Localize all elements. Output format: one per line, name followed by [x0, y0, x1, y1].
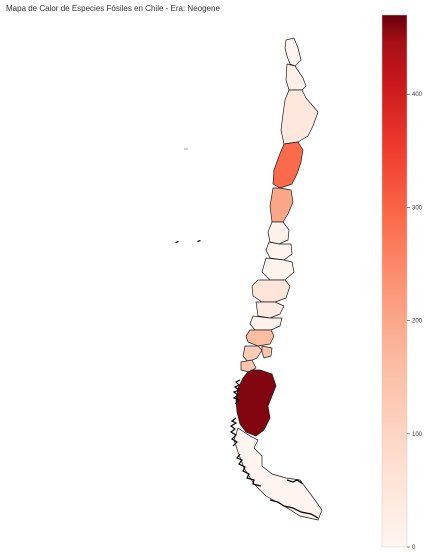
colorbar-tick-label: 100 — [412, 432, 423, 438]
fjord-line — [232, 379, 241, 405]
region-maule — [251, 279, 291, 303]
region-antofagasta — [280, 89, 319, 145]
region-valparaiso — [267, 221, 290, 245]
region-arica-y-parinacota — [284, 37, 302, 67]
region-ohiggins — [261, 257, 295, 281]
colorbar-gradient — [381, 14, 408, 548]
fjord-line — [269, 499, 319, 519]
region-aysen — [235, 369, 277, 437]
region-biobio — [249, 315, 283, 331]
region-nuble — [255, 301, 285, 319]
fjord-line — [286, 479, 304, 485]
colorbar-tick-label: 200 — [412, 319, 423, 325]
region-tarapaca — [285, 63, 307, 91]
region-los-rios — [242, 345, 263, 363]
island-alejandro-selkirk — [197, 240, 201, 242]
colorbar-ticks: 0 100 200 300 400 — [407, 92, 423, 551]
regions-group — [233, 37, 323, 521]
island-robinson-crusoe — [175, 241, 179, 243]
colorbar: 0 100 200 300 400 — [381, 14, 423, 551]
region-metropolitana — [265, 241, 293, 261]
map-title: Mapa de Calor de Especies Fósiles en Chi… — [6, 4, 220, 13]
island-marker — [184, 148, 186, 150]
fjord-line — [236, 453, 262, 487]
region-atacama — [272, 141, 304, 189]
island-marker — [186, 148, 188, 150]
coast-details — [229, 379, 319, 519]
region-coquimbo — [269, 187, 294, 223]
region-magallanes — [233, 427, 323, 521]
colorbar-tick-label: 0 — [412, 545, 416, 551]
colorbar-tick-label: 400 — [412, 92, 423, 98]
colorbar-tick-label: 300 — [412, 205, 423, 211]
islands-group — [175, 148, 201, 243]
region-la-araucania — [245, 329, 275, 347]
fjord-line — [229, 417, 238, 447]
